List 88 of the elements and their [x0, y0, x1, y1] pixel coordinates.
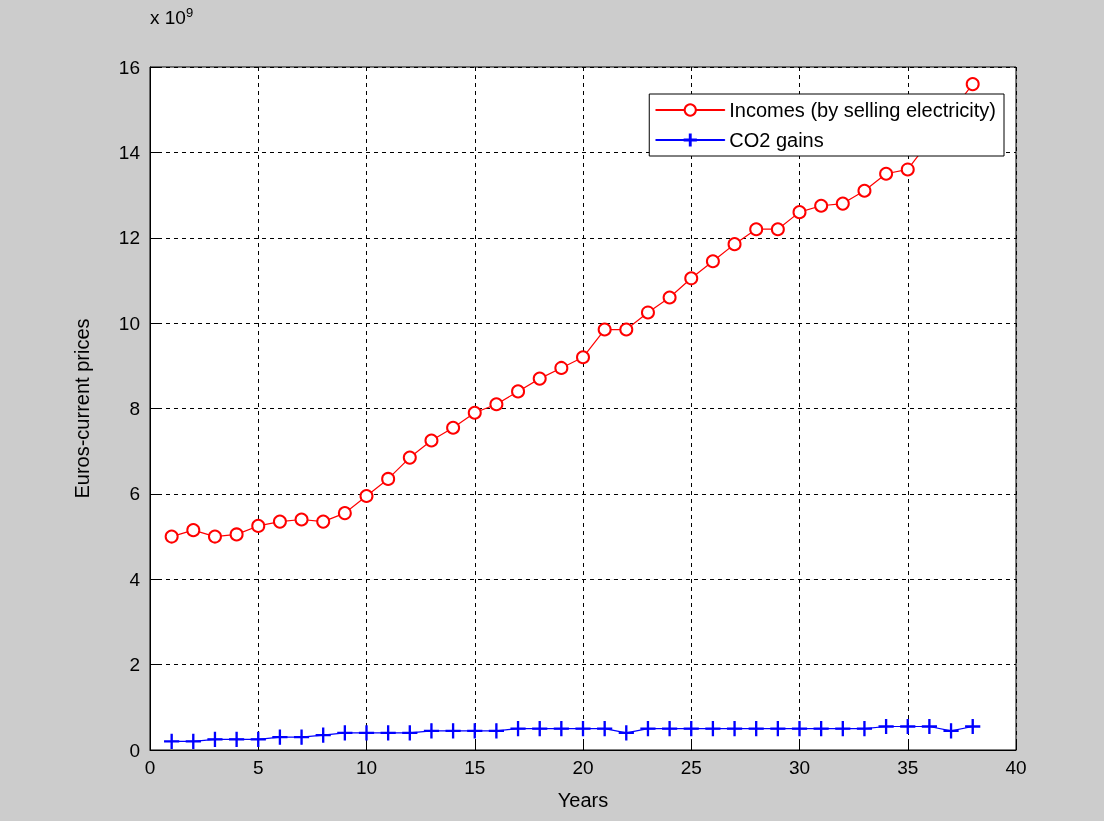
x-tick-label: 30 — [788, 757, 811, 778]
point — [726, 721, 743, 737]
point — [316, 514, 331, 529]
point — [250, 731, 266, 747]
point — [185, 733, 201, 750]
point — [791, 721, 808, 737]
point — [856, 721, 873, 737]
point — [424, 433, 439, 448]
x-axis-title: Years — [557, 789, 609, 811]
legend-label: CO2 gains — [729, 129, 824, 151]
x-tick-label: 15 — [464, 757, 486, 778]
x-tick-label: 20 — [572, 757, 594, 778]
point — [619, 322, 634, 337]
point — [684, 271, 699, 286]
point — [900, 162, 915, 177]
point — [835, 196, 850, 211]
point — [488, 723, 504, 739]
point — [640, 305, 655, 320]
point — [748, 721, 764, 737]
point — [878, 718, 894, 735]
point — [164, 529, 179, 544]
x-tick-label: 40 — [1005, 757, 1027, 778]
point — [446, 420, 461, 435]
point — [835, 721, 851, 737]
point — [792, 205, 807, 220]
point — [575, 721, 591, 737]
point — [381, 471, 396, 486]
point — [770, 721, 786, 737]
point — [337, 506, 352, 521]
point — [164, 733, 180, 750]
legend-label: Incomes (by selling electricity) — [729, 99, 996, 121]
point — [359, 489, 374, 504]
point — [814, 198, 829, 213]
point — [532, 721, 548, 737]
y-tick-label: 10 — [118, 312, 140, 334]
point — [554, 360, 569, 375]
point — [186, 523, 201, 538]
point — [705, 254, 720, 269]
y-tick-label: 8 — [129, 398, 140, 419]
point — [251, 518, 266, 533]
point — [618, 725, 634, 741]
y-tick-label: 6 — [129, 483, 140, 505]
x-tick-label: 5 — [252, 757, 264, 778]
point — [511, 384, 526, 399]
point — [770, 222, 785, 237]
x-tick-label: 0 — [144, 757, 156, 778]
point — [857, 183, 872, 198]
point — [229, 731, 245, 747]
x-tick-label: 35 — [897, 757, 919, 778]
point — [207, 731, 223, 747]
y-tick-label: 16 — [118, 56, 140, 78]
point — [965, 718, 981, 735]
point — [489, 397, 504, 412]
y-axis-title: Euros-current prices — [71, 318, 93, 499]
y-tick-label: 14 — [118, 141, 141, 163]
point — [229, 527, 244, 542]
point — [294, 512, 309, 527]
point — [662, 721, 678, 737]
point — [402, 450, 417, 465]
point — [879, 166, 894, 181]
point — [727, 237, 742, 252]
x-tick-label: 25 — [680, 757, 702, 778]
point — [813, 721, 829, 737]
point — [900, 718, 916, 735]
point — [597, 721, 613, 737]
y-tick-label: 2 — [129, 654, 140, 676]
point — [358, 725, 375, 741]
point — [662, 290, 677, 305]
point — [965, 77, 980, 92]
point — [553, 721, 569, 737]
y-tick-label: 12 — [118, 227, 140, 249]
point — [597, 322, 612, 337]
point — [532, 371, 547, 386]
point — [467, 405, 482, 420]
point — [705, 721, 721, 737]
point — [683, 721, 699, 737]
y-tick-label: 4 — [129, 568, 141, 590]
x-tick-label: 10 — [355, 757, 378, 778]
point — [749, 222, 764, 237]
point — [293, 729, 310, 745]
point — [510, 721, 526, 737]
point — [423, 723, 440, 739]
y-tick-label: 0 — [129, 739, 140, 761]
point — [272, 514, 287, 529]
point — [921, 718, 937, 735]
point — [576, 350, 590, 365]
point — [207, 529, 222, 544]
point — [640, 721, 656, 737]
